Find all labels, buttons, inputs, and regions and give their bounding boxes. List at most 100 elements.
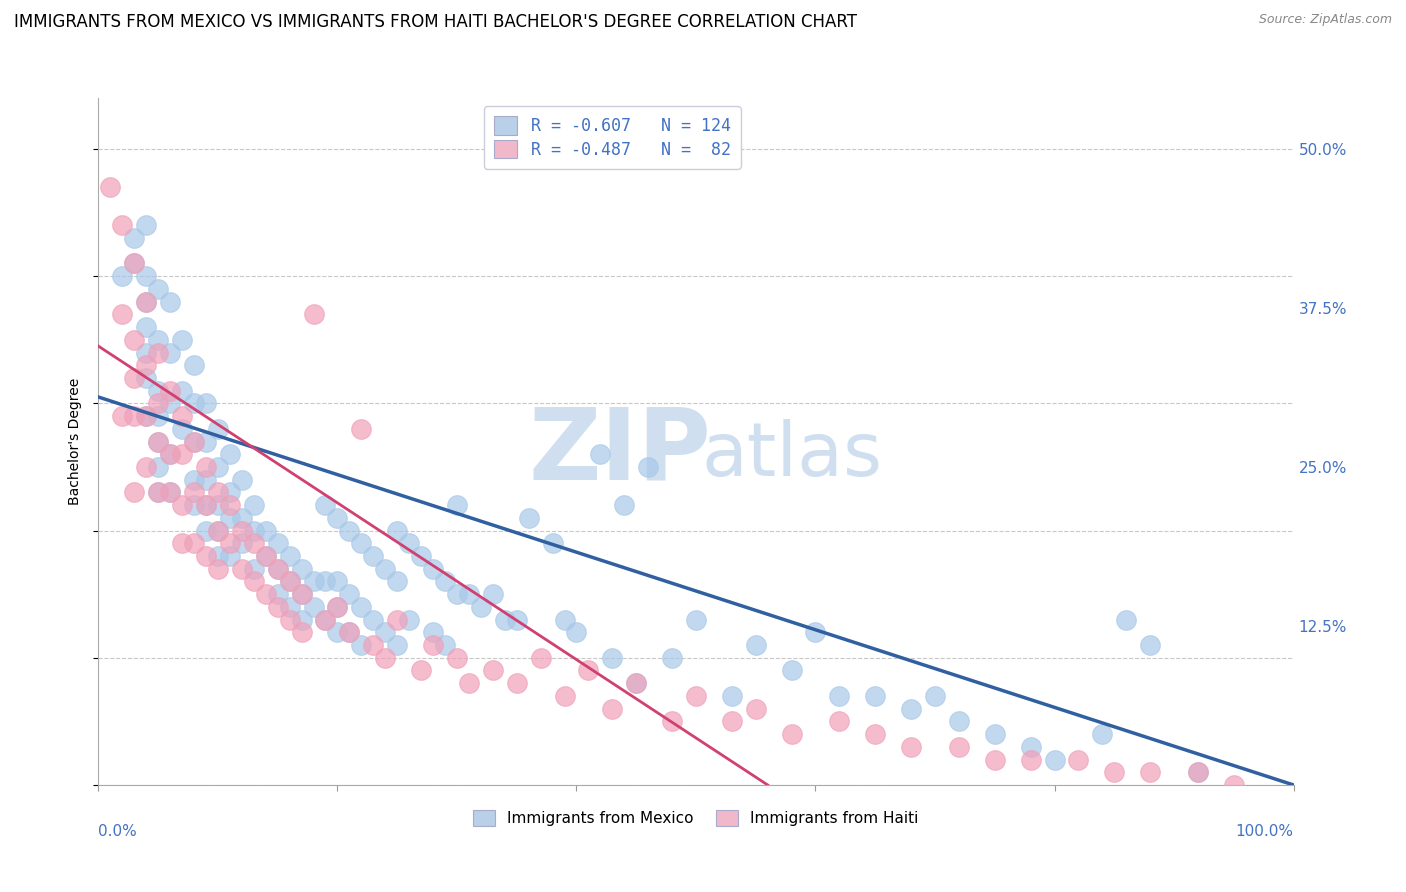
Point [828,689,851,703]
Text: IMMIGRANTS FROM MEXICO VS IMMIGRANTS FROM HAITI BACHELOR'S DEGREE CORRELATION CH: IMMIGRANTS FROM MEXICO VS IMMIGRANTS FRO… [14,13,858,31]
Point [183,498,205,512]
Point [291,613,314,627]
Point [339,625,361,640]
Point [661,714,683,729]
Point [900,701,922,715]
Point [135,345,157,359]
Point [159,294,181,309]
Point [243,562,266,576]
Legend: Immigrants from Mexico, Immigrants from Haiti: Immigrants from Mexico, Immigrants from … [467,804,925,832]
Point [685,613,707,627]
Point [172,498,194,512]
Point [243,524,266,538]
Point [124,371,146,385]
Point [159,345,181,359]
Point [1104,765,1126,780]
Point [446,587,468,601]
Point [326,599,349,614]
Point [481,664,505,678]
Point [470,599,492,614]
Point [685,689,707,703]
Point [291,625,314,640]
Point [326,574,349,589]
Text: Source: ZipAtlas.com: Source: ZipAtlas.com [1258,13,1392,27]
Point [111,307,134,321]
Point [984,727,1007,741]
Text: atlas: atlas [702,418,883,491]
Point [1043,752,1066,766]
Point [267,562,290,576]
Point [195,396,218,410]
Point [350,536,373,550]
Point [565,625,588,640]
Point [148,282,170,296]
Point [195,498,218,512]
Point [385,574,409,589]
Point [148,460,170,475]
Text: ZIP: ZIP [529,403,711,500]
Point [159,485,181,500]
Point [267,587,290,601]
Point [398,613,420,627]
Point [302,307,325,321]
Point [207,562,229,576]
Point [363,638,385,652]
Point [124,485,146,500]
Point [554,689,576,703]
Point [183,473,205,487]
Point [111,269,134,284]
Point [422,562,444,576]
Point [326,511,349,525]
Point [339,524,361,538]
Point [148,345,170,359]
Point [148,485,170,500]
Point [411,664,433,678]
Point [278,549,301,563]
Point [183,536,205,550]
Point [385,524,409,538]
Point [159,485,181,500]
Point [721,689,744,703]
Point [661,650,683,665]
Point [865,727,887,741]
Point [530,650,553,665]
Point [602,650,624,665]
Point [172,447,194,461]
Point [207,524,229,538]
Point [315,613,337,627]
Point [339,587,361,601]
Point [124,231,146,245]
Point [135,460,157,475]
Point [1223,778,1246,792]
Point [350,422,373,436]
Point [411,549,433,563]
Point [446,498,468,512]
Point [1187,765,1209,780]
Point [900,739,922,754]
Point [350,599,373,614]
Point [291,562,314,576]
Point [219,536,242,550]
Point [363,549,385,563]
Point [578,664,600,678]
Point [291,587,314,601]
Point [363,613,385,627]
Point [1019,739,1042,754]
Point [302,574,325,589]
Point [302,599,325,614]
Point [637,460,659,475]
Point [148,434,170,449]
Point [745,638,768,652]
Point [267,562,290,576]
Point [422,638,444,652]
Point [231,511,253,525]
Point [98,180,122,194]
Point [183,485,205,500]
Point [135,219,157,233]
Point [1139,638,1161,652]
Point [804,625,827,640]
Point [446,650,468,665]
Point [183,396,205,410]
Point [219,549,242,563]
Point [1067,752,1090,766]
